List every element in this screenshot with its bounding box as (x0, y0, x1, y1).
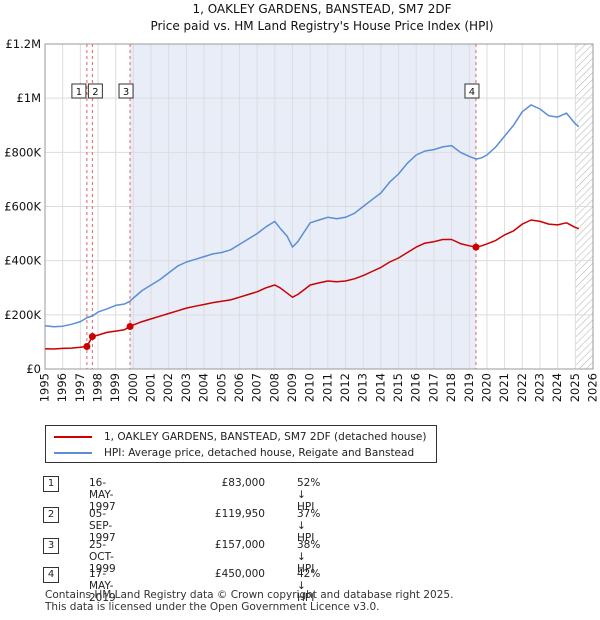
x-tick-label: 1995 (38, 373, 52, 402)
x-tick-label: 2021 (497, 373, 511, 402)
transaction-number: 2 (43, 507, 59, 523)
legend-item-hpi: HPI: Average price, detached house, Reig… (54, 447, 414, 459)
transaction-point (126, 322, 134, 330)
transaction-label-box (71, 83, 87, 99)
x-tick-label: 2007 (250, 373, 264, 402)
transaction-label: 2 (92, 87, 98, 98)
x-tick-label: 2026 (586, 373, 600, 402)
x-tick-label: 2010 (303, 373, 317, 402)
transaction-label-box (87, 83, 103, 99)
y-tick-label: £1.2M (5, 37, 41, 51)
hpi-series-line (44, 104, 580, 328)
transaction-label: 4 (469, 87, 475, 98)
x-tick-label: 2019 (462, 373, 476, 402)
transaction-label: 1 (76, 87, 82, 98)
transaction-hpi: 42% ↓ HPI (297, 568, 321, 604)
transaction-date: 25-OCT-1999 (89, 539, 116, 575)
x-tick-label: 1998 (91, 373, 105, 402)
transaction-hpi: 38% ↓ HPI (297, 539, 321, 575)
legend-label-property: 1, OAKLEY GARDENS, BANSTEAD, SM7 2DF (de… (104, 431, 427, 443)
x-tick-label: 2012 (338, 373, 352, 402)
transaction-number: 3 (43, 538, 59, 554)
transaction-point (472, 243, 480, 251)
x-tick-label: 2017 (426, 373, 440, 402)
x-tick-label: 2025 (568, 373, 582, 402)
legend-label-hpi: HPI: Average price, detached house, Reig… (104, 447, 415, 459)
transaction-price: £119,950 (214, 508, 265, 520)
x-tick-label: 2006 (232, 373, 246, 402)
transaction-price: £450,000 (214, 568, 265, 580)
x-tick-label: 2000 (126, 373, 140, 402)
price-chart: 1, OAKLEY GARDENS, BANSTEAD, SM7 2DF Pri… (4, 2, 600, 402)
y-tick-label: £0 (26, 362, 41, 376)
plot-frame (44, 43, 594, 370)
x-tick-label: 2002 (161, 373, 175, 402)
transaction-date: 17-MAY-2019 (89, 568, 116, 604)
x-tick-label: 2003 (179, 373, 193, 402)
x-tick-label: 2020 (479, 373, 493, 402)
legend-swatch-red (54, 436, 92, 438)
y-tick-label: £400K (4, 254, 41, 268)
transaction-label: 3 (123, 87, 129, 98)
legend-swatch-blue (54, 452, 92, 454)
x-tick-label: 1996 (55, 373, 69, 402)
transaction-label-box (464, 83, 480, 99)
transaction-date: 16-MAY-1997 (89, 477, 116, 513)
x-tick-label: 2014 (373, 373, 387, 402)
transaction-point (83, 343, 91, 351)
y-tick-label: £800K (4, 145, 41, 159)
x-tick-label: 2024 (550, 373, 564, 402)
x-tick-label: 1999 (108, 373, 122, 402)
x-tick-label: 2001 (144, 373, 158, 402)
chart-subtitle: Price paid vs. HM Land Registry's House … (150, 19, 493, 33)
x-tick-label: 2009 (285, 373, 299, 402)
footer: Contains HM Land Registry data © Crown c… (45, 589, 453, 613)
legend-item-property: 1, OAKLEY GARDENS, BANSTEAD, SM7 2DF (de… (54, 431, 426, 443)
x-tick-label: 2018 (444, 373, 458, 402)
y-tick-label: £200K (4, 308, 41, 322)
transaction-number: 1 (43, 476, 59, 492)
x-tick-label: 2008 (267, 373, 281, 402)
x-tick-label: 2013 (356, 373, 370, 402)
footer-copyright: Contains HM Land Registry data © Crown c… (45, 589, 454, 601)
x-tick-label: 2011 (320, 373, 334, 402)
transaction-hpi: 37% ↓ HPI (297, 508, 321, 544)
transaction-price: £157,000 (214, 539, 265, 551)
transaction-price: £83,000 (221, 477, 265, 489)
x-tick-label: 2004 (197, 373, 211, 402)
x-tick-label: 2015 (391, 373, 405, 402)
x-tick-label: 2016 (409, 373, 423, 402)
legend: 1, OAKLEY GARDENS, BANSTEAD, SM7 2DF (de… (45, 425, 437, 463)
transaction-label-box (118, 83, 134, 99)
x-tick-label: 1997 (73, 373, 87, 402)
y-tick-label: £1M (16, 91, 41, 105)
transaction-point (88, 333, 96, 341)
x-tick-label: 2023 (532, 373, 546, 402)
y-tick-label: £600K (4, 200, 41, 214)
chart-title: 1, OAKLEY GARDENS, BANSTEAD, SM7 2DF (192, 2, 451, 16)
footer-license: This data is licensed under the Open Gov… (45, 601, 380, 613)
x-tick-label: 2005 (214, 373, 228, 402)
transaction-hpi: 52% ↓ HPI (297, 477, 321, 513)
x-tick-label: 2022 (515, 373, 529, 402)
transaction-date: 05-SEP-1997 (89, 508, 116, 544)
transaction-number: 4 (43, 567, 59, 583)
